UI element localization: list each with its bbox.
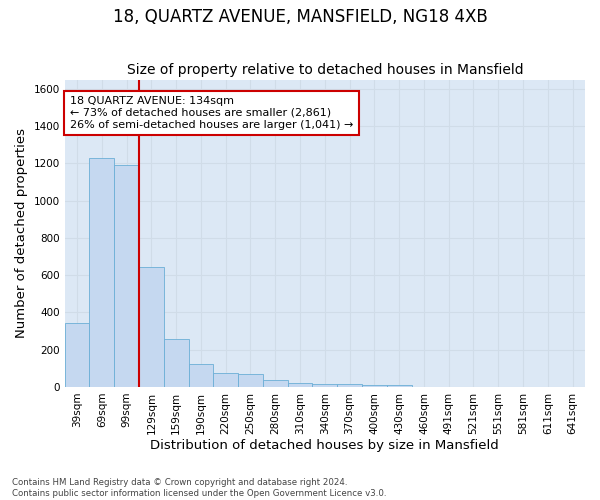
Bar bbox=[287, 383, 313, 387]
Bar bbox=[164, 338, 188, 387]
Bar bbox=[214, 373, 238, 387]
Text: Contains HM Land Registry data © Crown copyright and database right 2024.
Contai: Contains HM Land Registry data © Crown c… bbox=[12, 478, 386, 498]
Y-axis label: Number of detached properties: Number of detached properties bbox=[15, 128, 28, 338]
Text: 18, QUARTZ AVENUE, MANSFIELD, NG18 4XB: 18, QUARTZ AVENUE, MANSFIELD, NG18 4XB bbox=[113, 8, 487, 26]
Text: 18 QUARTZ AVENUE: 134sqm
← 73% of detached houses are smaller (2,861)
26% of sem: 18 QUARTZ AVENUE: 134sqm ← 73% of detach… bbox=[70, 96, 353, 130]
Bar bbox=[362, 384, 387, 387]
Bar bbox=[188, 364, 214, 387]
Bar bbox=[114, 166, 139, 387]
Title: Size of property relative to detached houses in Mansfield: Size of property relative to detached ho… bbox=[127, 63, 523, 77]
Bar bbox=[238, 374, 263, 387]
Bar bbox=[313, 384, 337, 387]
Bar bbox=[337, 384, 362, 387]
Bar bbox=[387, 384, 412, 387]
Bar bbox=[89, 158, 114, 387]
Bar bbox=[263, 380, 287, 387]
Bar bbox=[65, 322, 89, 387]
X-axis label: Distribution of detached houses by size in Mansfield: Distribution of detached houses by size … bbox=[151, 440, 499, 452]
Bar bbox=[139, 267, 164, 387]
